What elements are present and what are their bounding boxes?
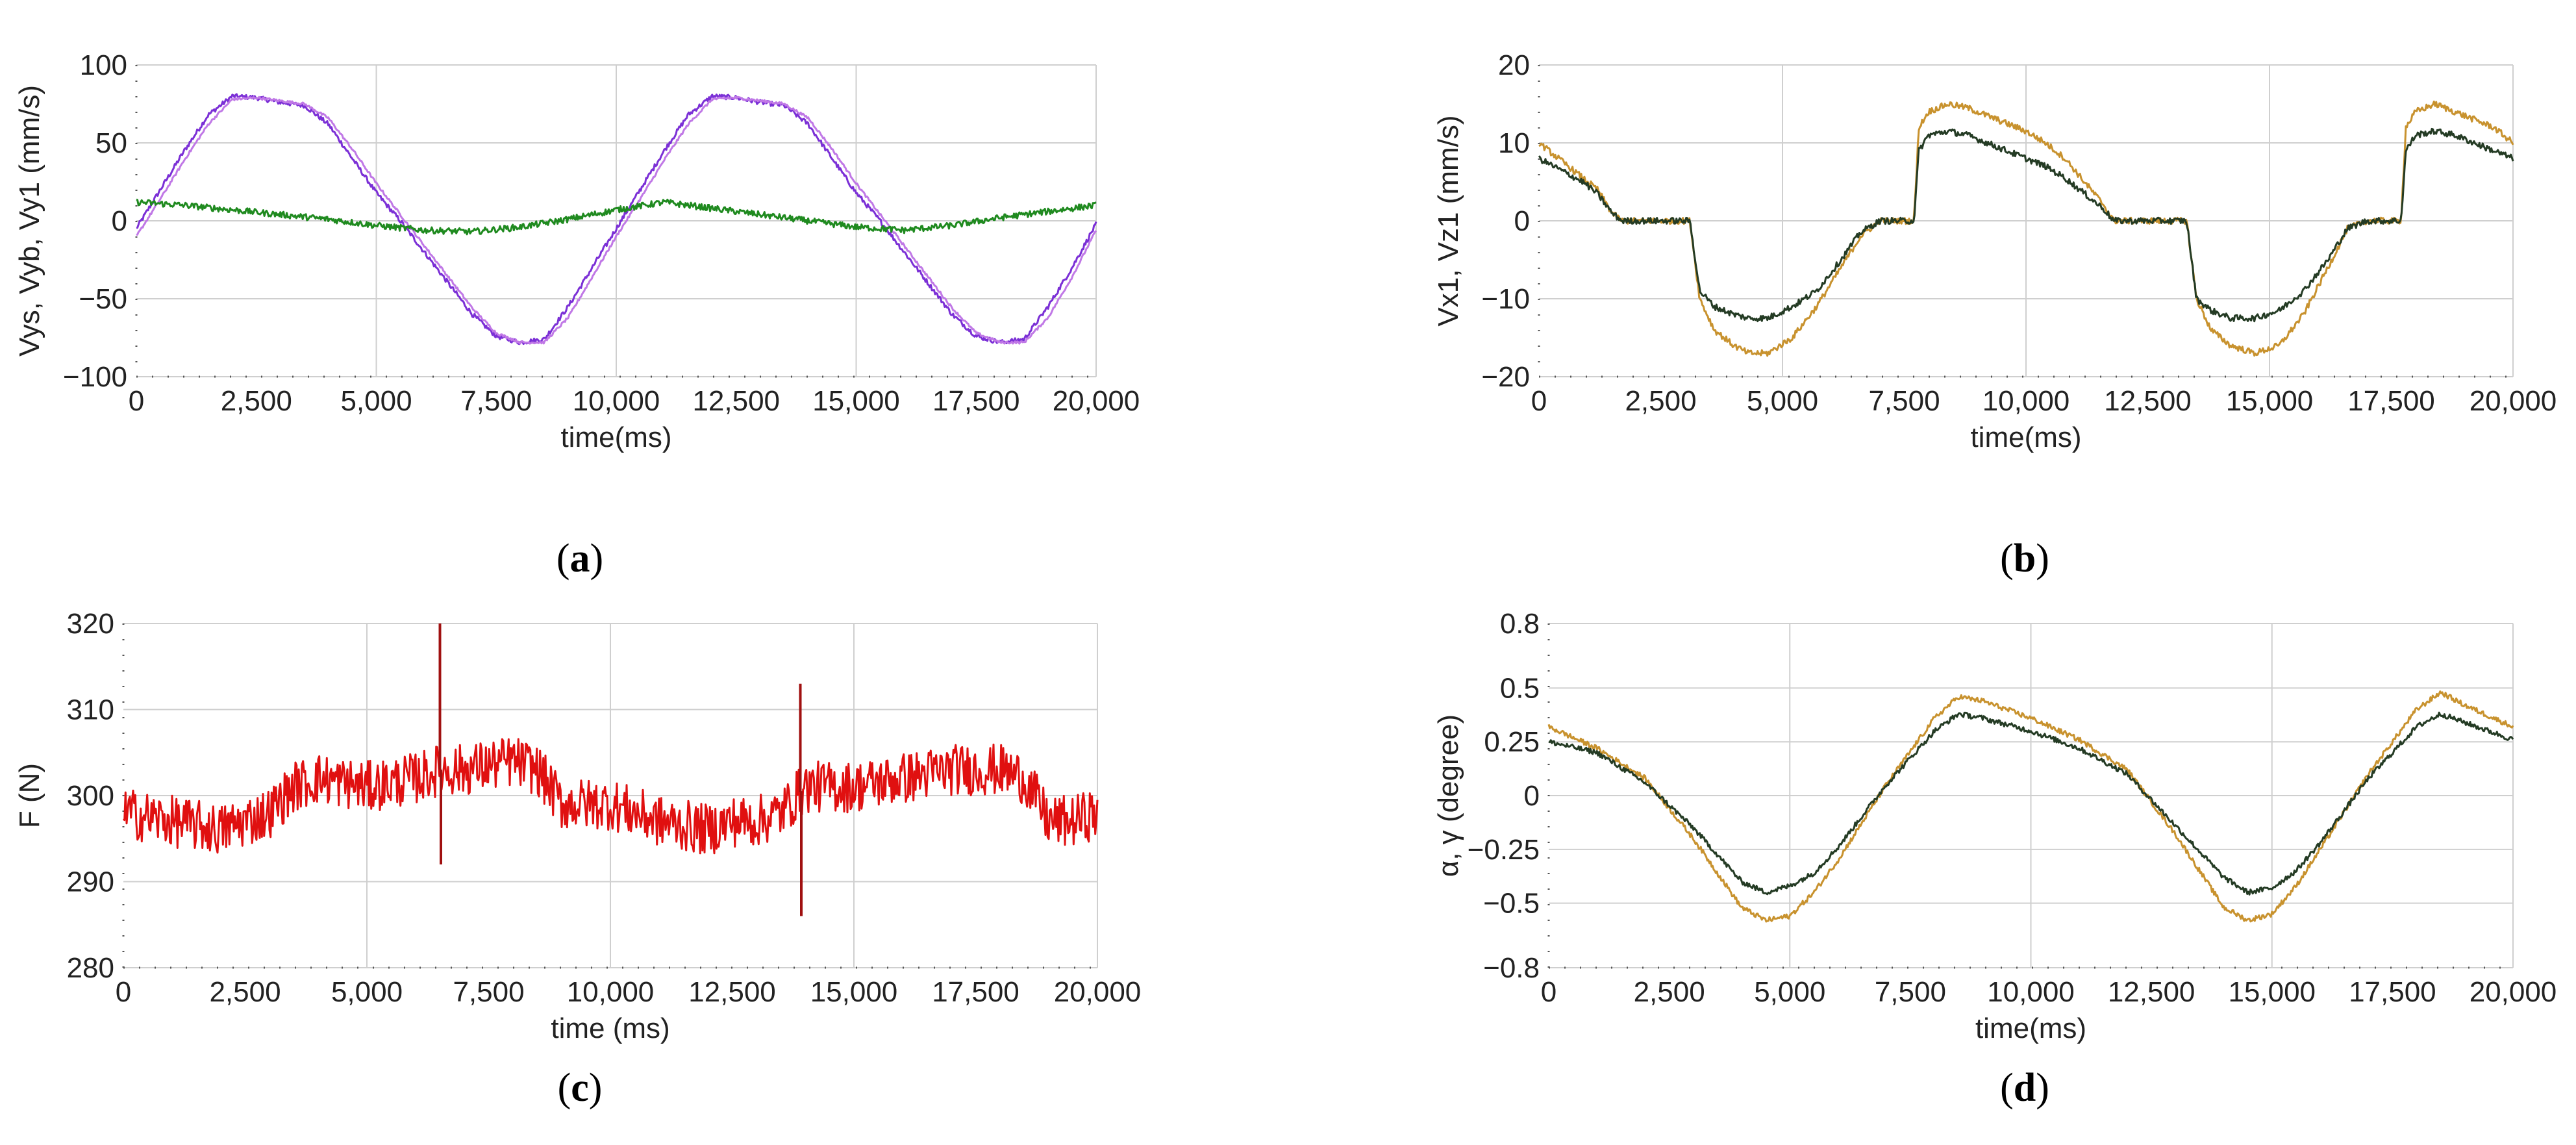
series-line-2	[136, 95, 1097, 345]
x-tick-label: 15,000	[2226, 385, 2314, 417]
x-axis-label: time(ms)	[560, 422, 671, 453]
y-tick-label: 300	[67, 780, 114, 812]
x-tick-label: 12,500	[692, 385, 780, 417]
x-tick-label: 5,000	[340, 385, 412, 417]
x-tick-label: 12,500	[688, 976, 776, 1008]
x-tick-label: 20,000	[1053, 385, 1140, 417]
panel-label: (a)	[556, 536, 603, 581]
panel-label: (b)	[2000, 536, 2049, 581]
y-axis-label: α, γ (degree)	[1432, 714, 1464, 877]
series-line-2	[1548, 711, 2514, 896]
y-tick-label: 320	[67, 608, 114, 640]
x-tick-label: 5,000	[331, 976, 403, 1008]
chart-panel-b: 0 2,500 5,000 7,500 10,000 12,500 15,000 17,500…	[1432, 49, 2557, 581]
x-tick-label: 10,000	[573, 385, 660, 417]
x-tick-label: 20,000	[2470, 976, 2557, 1008]
y-tick-label: 0	[1524, 780, 1540, 812]
y-tick-label: 0	[1514, 205, 1530, 237]
y-tick-label: −0.5	[1483, 888, 1540, 920]
y-tick-label: 310	[67, 694, 114, 726]
y-tick-label: −10	[1481, 283, 1530, 315]
x-tick-label: 15,000	[2228, 976, 2316, 1008]
y-tick-label: 0	[112, 205, 127, 237]
x-axis-label: time (ms)	[551, 1013, 669, 1044]
x-axis-label: time(ms)	[1975, 1013, 2086, 1044]
x-tick-label: 2,500	[1625, 385, 1696, 417]
x-tick-label: 17,500	[2349, 976, 2436, 1008]
y-tick-label: 0.8	[1500, 608, 1540, 640]
chart-panel-c: 0 2,500 5,000 7,500 10,000 12,500 15,000 17,500…	[14, 608, 1141, 1110]
series-line-2	[1538, 127, 2514, 323]
y-tick-label: 0.5	[1500, 672, 1540, 704]
x-tick-label: 15,000	[812, 385, 900, 417]
x-tick-label: 7,500	[453, 976, 524, 1008]
x-tick-label: 7,500	[1875, 976, 1946, 1008]
x-tick-label: 2,500	[209, 976, 281, 1008]
x-tick-label: 2,500	[1634, 976, 1705, 1008]
x-tick-label: 7,500	[1868, 385, 1940, 417]
panel-label: (c)	[558, 1066, 603, 1110]
y-tick-label: −0.8	[1483, 952, 1540, 984]
panel-letter: c	[571, 1066, 589, 1110]
y-tick-label: 290	[67, 866, 114, 898]
y-axis-label: F (N)	[14, 763, 45, 828]
panel-letter: d	[2014, 1066, 2036, 1110]
x-tick-label: 0	[116, 976, 131, 1008]
y-tick-label: −20	[1481, 361, 1530, 393]
y-tick-label: 100	[80, 49, 127, 81]
y-tick-label: 20	[1498, 49, 1530, 81]
x-tick-label: 20,000	[1054, 976, 1142, 1008]
series-line-3	[136, 198, 1097, 236]
x-tick-label: 2,500	[221, 385, 292, 417]
panel-letter: b	[2014, 536, 2036, 581]
y-tick-label: 10	[1498, 127, 1530, 159]
x-tick-label: 10,000	[1987, 976, 2075, 1008]
panel-letter: a	[570, 536, 590, 581]
y-tick-label: −0.25	[1468, 834, 1540, 866]
y-axis-label: Vx1, Vz1 (mm/s)	[1432, 115, 1464, 326]
chart-panel-d: 0 2,500 5,000 7,500 10,000 12,500 15,000 17,500…	[1432, 608, 2557, 1110]
y-axis-label: Vys, Vyb, Vy1 (mm/s)	[14, 85, 45, 357]
x-axis-label: time(ms)	[1970, 422, 2081, 453]
x-tick-label: 17,500	[2347, 385, 2435, 417]
x-tick-label: 7,500	[460, 385, 532, 417]
panel-label: (d)	[2000, 1066, 2049, 1110]
chart-panel-a: 0 2,500 5,000 7,500 10,000 12,500 15,000 17,500…	[14, 49, 1140, 581]
x-tick-label: 5,000	[1747, 385, 1818, 417]
y-tick-label: 280	[67, 952, 114, 984]
x-tick-label: 0	[1541, 976, 1557, 1008]
y-tick-label: 0.25	[1484, 726, 1540, 758]
x-tick-label: 17,500	[932, 385, 1020, 417]
x-tick-label: 12,500	[2104, 385, 2192, 417]
x-tick-label: 15,000	[810, 976, 898, 1008]
y-tick-label: −100	[63, 361, 127, 393]
x-tick-label: 12,500	[2108, 976, 2195, 1008]
x-tick-label: 10,000	[567, 976, 655, 1008]
x-tick-label: 17,500	[932, 976, 1019, 1008]
y-tick-label: −50	[79, 283, 127, 315]
x-tick-label: 0	[1531, 385, 1547, 417]
x-tick-label: 5,000	[1754, 976, 1825, 1008]
y-tick-label: 50	[95, 127, 127, 159]
series-line-1	[122, 738, 1099, 855]
x-tick-label: 10,000	[1982, 385, 2070, 417]
x-tick-label: 20,000	[2470, 385, 2557, 417]
x-tick-label: 0	[129, 385, 144, 417]
